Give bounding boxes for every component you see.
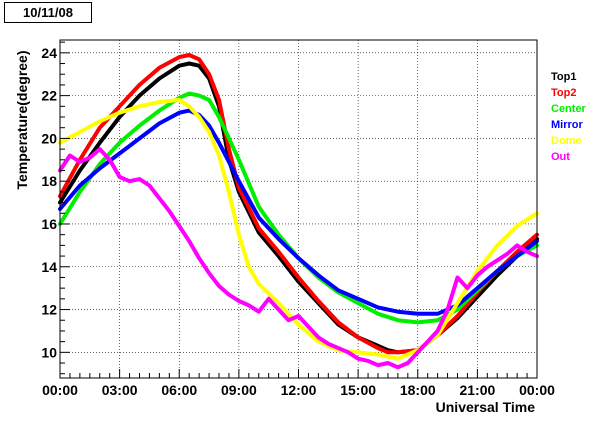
- y-tick-label: 10: [41, 344, 57, 360]
- x-tick-label: 00:00: [519, 382, 555, 398]
- y-tick-label: 24: [41, 45, 57, 61]
- x-tick-label: 18:00: [400, 382, 436, 398]
- x-tick-label: 21:00: [459, 382, 495, 398]
- date-label: 10/11/08: [23, 5, 73, 20]
- y-tick-label: 18: [41, 173, 57, 189]
- legend-entry-out: Out: [551, 151, 570, 163]
- y-tick-label: 16: [41, 216, 57, 232]
- x-tick-label: 15:00: [340, 382, 376, 398]
- series-line-top2: [58, 53, 539, 355]
- series-line-out: [58, 147, 539, 370]
- axis-ticks: 00:00 03:00 06:00 09:00 12:00 15:00 18:00 21:00…: [41, 41, 555, 398]
- x-tick-label: 00:00: [42, 382, 78, 398]
- x-tick-label: 09:00: [221, 382, 257, 398]
- x-tick-label: 12:00: [281, 382, 317, 398]
- legend-entry-dome: Dome: [551, 135, 582, 147]
- y-tick-label: 14: [41, 259, 57, 275]
- series-lines: [58, 53, 539, 370]
- x-tick-label: 03:00: [102, 382, 138, 398]
- y-tick-label: 20: [41, 130, 57, 146]
- x-axis-label: Universal Time: [436, 399, 536, 415]
- series-line-dome: [58, 97, 539, 361]
- legend-entry-top2: Top2: [551, 87, 576, 99]
- legend: Top1 Top2 Center Mirror Dome Out: [551, 71, 587, 163]
- y-axis-label: Temperature(degree): [14, 50, 30, 189]
- x-tick-label: 06:00: [161, 382, 197, 398]
- series-line-mirror: [58, 108, 539, 316]
- date-label-box: 10/11/08: [4, 2, 92, 23]
- y-tick-label: 22: [41, 88, 57, 104]
- legend-entry-top1: Top1: [551, 71, 576, 83]
- legend-entry-mirror: Mirror: [551, 119, 584, 131]
- y-tick-label: 12: [41, 302, 57, 318]
- legend-entry-center: Center: [551, 103, 587, 115]
